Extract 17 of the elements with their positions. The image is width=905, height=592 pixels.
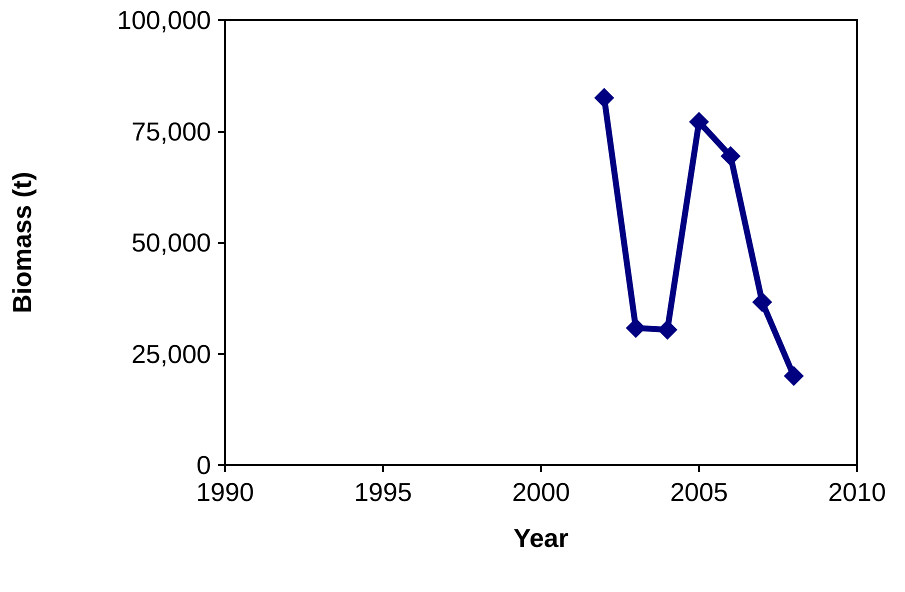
y-tick-label: 50,000: [131, 228, 211, 258]
point: [720, 146, 741, 166]
y-tick-label: 100,000: [117, 5, 211, 35]
x-tick-label: 1990: [196, 477, 254, 507]
x-tick-label: 2010: [828, 477, 886, 507]
y-axis-title: Biomass (t): [7, 172, 37, 314]
point: [689, 112, 709, 132]
point: [594, 88, 614, 108]
x-tick-label: 2000: [512, 477, 570, 507]
point: [752, 292, 772, 312]
point: [784, 366, 804, 386]
y-tick-label: 25,000: [131, 338, 211, 369]
x-tick-label: 1995: [354, 477, 412, 507]
y-tick-label: 0: [196, 450, 211, 480]
x-tick-label: 2005: [670, 477, 728, 507]
x-axis-title: Year: [514, 523, 568, 553]
y-tick-label: 75,000: [131, 116, 211, 146]
